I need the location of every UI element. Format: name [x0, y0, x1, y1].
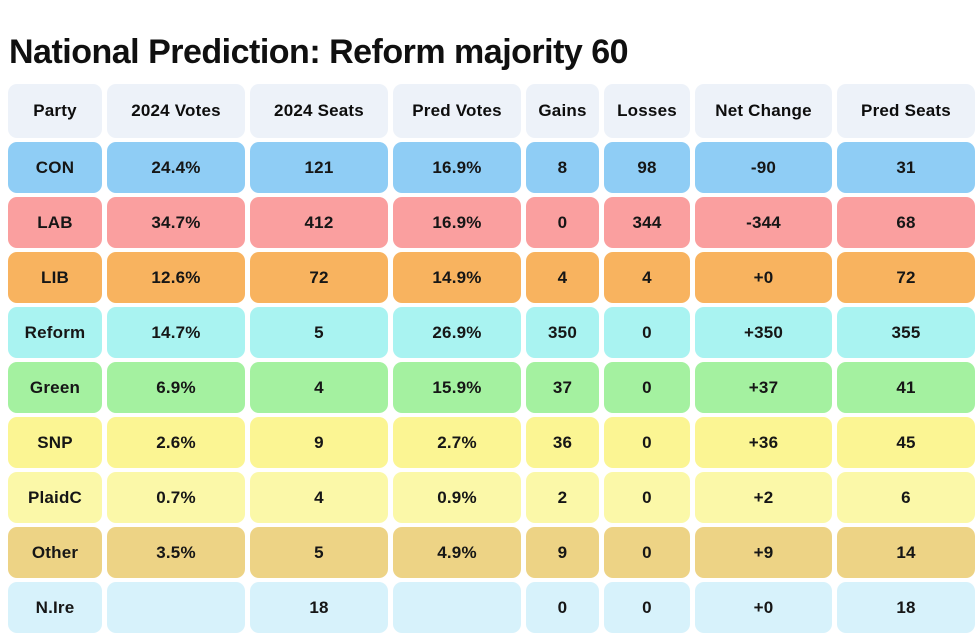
- cell-lab-seats-2024: 412: [250, 197, 388, 248]
- cell-lab-gains: 0: [526, 197, 599, 248]
- cell-green-votes-2024: 6.9%: [107, 362, 245, 413]
- cell-snp-losses: 0: [604, 417, 690, 468]
- cell-nire-votes-2024: [107, 582, 245, 633]
- cell-lib-seats-2024: 72: [250, 252, 388, 303]
- cell-other-pred-votes: 4.9%: [393, 527, 521, 578]
- cell-con-gains: 8: [526, 142, 599, 193]
- cell-con-pred-seats: 31: [837, 142, 975, 193]
- party-cell-nire: N.Ire: [8, 582, 102, 633]
- party-cell-snp: SNP: [8, 417, 102, 468]
- cell-reform-gains: 350: [526, 307, 599, 358]
- scrollbar-fragment[interactable]: [976, 617, 979, 642]
- cell-green-seats-2024: 4: [250, 362, 388, 413]
- cell-green-net-change: +37: [695, 362, 832, 413]
- cell-reform-pred-seats: 355: [837, 307, 975, 358]
- column-header-net-change: Net Change: [695, 84, 832, 138]
- cell-plaidc-gains: 2: [526, 472, 599, 523]
- column-header-losses: Losses: [604, 84, 690, 138]
- cell-nire-pred-seats: 18: [837, 582, 975, 633]
- cell-reform-losses: 0: [604, 307, 690, 358]
- cell-nire-seats-2024: 18: [250, 582, 388, 633]
- party-cell-con: CON: [8, 142, 102, 193]
- cell-snp-net-change: +36: [695, 417, 832, 468]
- cell-lib-votes-2024: 12.6%: [107, 252, 245, 303]
- party-cell-lab: LAB: [8, 197, 102, 248]
- party-cell-reform: Reform: [8, 307, 102, 358]
- cell-other-net-change: +9: [695, 527, 832, 578]
- column-header-pred-seats: Pred Seats: [837, 84, 975, 138]
- cell-lab-losses: 344: [604, 197, 690, 248]
- party-cell-green: Green: [8, 362, 102, 413]
- cell-con-net-change: -90: [695, 142, 832, 193]
- cell-lab-votes-2024: 34.7%: [107, 197, 245, 248]
- party-cell-lib: LIB: [8, 252, 102, 303]
- cell-con-seats-2024: 121: [250, 142, 388, 193]
- cell-snp-pred-votes: 2.7%: [393, 417, 521, 468]
- column-header-pred-votes: Pred Votes: [393, 84, 521, 138]
- cell-snp-gains: 36: [526, 417, 599, 468]
- cell-other-seats-2024: 5: [250, 527, 388, 578]
- cell-nire-pred-votes: [393, 582, 521, 633]
- column-header-gains: Gains: [526, 84, 599, 138]
- cell-plaidc-votes-2024: 0.7%: [107, 472, 245, 523]
- cell-snp-seats-2024: 9: [250, 417, 388, 468]
- cell-con-losses: 98: [604, 142, 690, 193]
- cell-plaidc-net-change: +2: [695, 472, 832, 523]
- cell-plaidc-pred-votes: 0.9%: [393, 472, 521, 523]
- cell-con-pred-votes: 16.9%: [393, 142, 521, 193]
- cell-snp-pred-seats: 45: [837, 417, 975, 468]
- cell-nire-losses: 0: [604, 582, 690, 633]
- cell-nire-net-change: +0: [695, 582, 832, 633]
- cell-green-gains: 37: [526, 362, 599, 413]
- cell-other-pred-seats: 14: [837, 527, 975, 578]
- cell-reform-pred-votes: 26.9%: [393, 307, 521, 358]
- column-header-seats-2024: 2024 Seats: [250, 84, 388, 138]
- cell-other-votes-2024: 3.5%: [107, 527, 245, 578]
- cell-other-losses: 0: [604, 527, 690, 578]
- party-cell-plaidc: PlaidC: [8, 472, 102, 523]
- cell-lib-losses: 4: [604, 252, 690, 303]
- cell-plaidc-seats-2024: 4: [250, 472, 388, 523]
- cell-plaidc-losses: 0: [604, 472, 690, 523]
- cell-lib-pred-seats: 72: [837, 252, 975, 303]
- cell-nire-gains: 0: [526, 582, 599, 633]
- cell-lab-pred-votes: 16.9%: [393, 197, 521, 248]
- cell-lib-gains: 4: [526, 252, 599, 303]
- cell-reform-net-change: +350: [695, 307, 832, 358]
- cell-lab-net-change: -344: [695, 197, 832, 248]
- page-title: National Prediction: Reform majority 60: [9, 32, 629, 71]
- cell-lib-net-change: +0: [695, 252, 832, 303]
- cell-con-votes-2024: 24.4%: [107, 142, 245, 193]
- column-header-party: Party: [8, 84, 102, 138]
- cell-green-losses: 0: [604, 362, 690, 413]
- cell-lib-pred-votes: 14.9%: [393, 252, 521, 303]
- prediction-table: Party 2024 Votes 2024 Seats Pred Votes Gains…: [8, 84, 975, 633]
- party-cell-other: Other: [8, 527, 102, 578]
- cell-reform-seats-2024: 5: [250, 307, 388, 358]
- cell-lab-pred-seats: 68: [837, 197, 975, 248]
- cell-other-gains: 9: [526, 527, 599, 578]
- cell-green-pred-votes: 15.9%: [393, 362, 521, 413]
- column-header-votes-2024: 2024 Votes: [107, 84, 245, 138]
- cell-green-pred-seats: 41: [837, 362, 975, 413]
- cell-plaidc-pred-seats: 6: [837, 472, 975, 523]
- cell-reform-votes-2024: 14.7%: [107, 307, 245, 358]
- cell-snp-votes-2024: 2.6%: [107, 417, 245, 468]
